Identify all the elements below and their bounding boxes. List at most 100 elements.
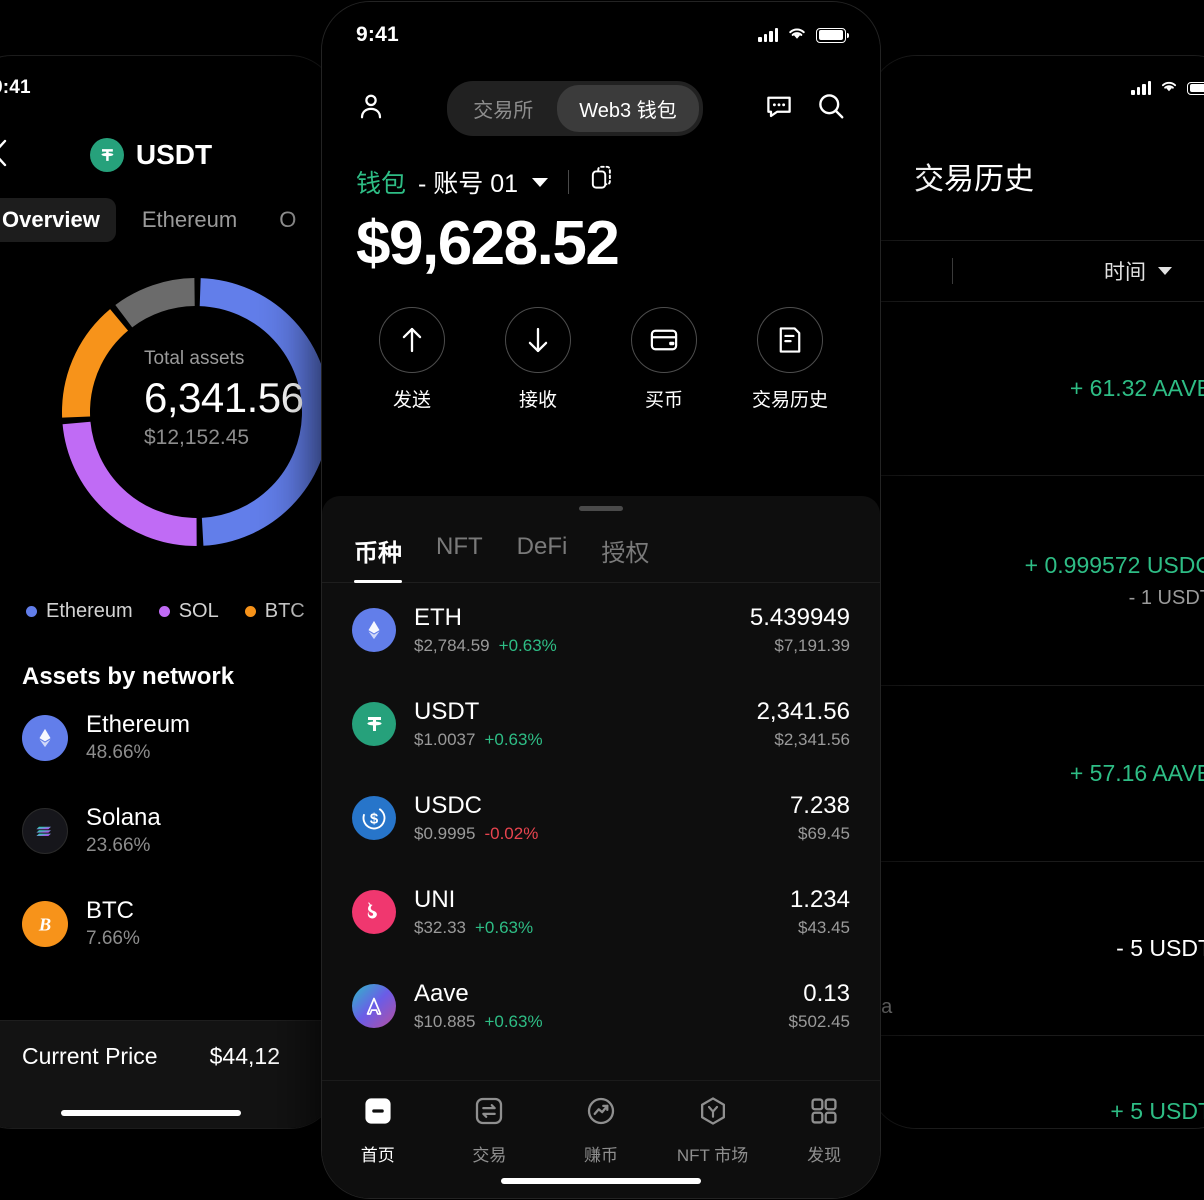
token-amount: 5.439949 — [749, 604, 850, 632]
network-row-solana[interactable]: Solana 23.66% — [22, 784, 280, 877]
token-change: +0.63% — [484, 1011, 543, 1031]
list-item[interactable]: ETH $2,784.59 +0.63% 5.439949 $7,191.39 — [352, 583, 850, 677]
token-symbol: ETH — [414, 604, 462, 632]
donut-segment-ethereum — [61, 278, 330, 546]
status-time: 9:41 — [0, 77, 31, 98]
network-text: BTC 7.66% — [86, 897, 140, 950]
signal-icon — [758, 28, 778, 42]
current-price-bar: Current Price $44,12 — [0, 1020, 336, 1128]
phone-right: 交易历史 时间 + 61.32 AAVE + 0.999572 USDC - 1… — [870, 56, 1204, 1128]
token-change: -0.02% — [484, 823, 539, 843]
network-text: Ethereum 48.66% — [86, 711, 190, 764]
nav-item-discover[interactable]: 发现 — [768, 1095, 880, 1166]
battery-icon — [816, 27, 849, 43]
network-name: BTC — [86, 897, 134, 924]
token-change: +0.63% — [484, 729, 543, 749]
chat-bubble-icon[interactable] — [764, 91, 794, 126]
network-row-btc[interactable]: B BTC 7.66% — [22, 877, 280, 970]
list-item[interactable]: Aave $10.885 +0.63% 0.13 $502.45 — [352, 959, 850, 1053]
wifi-icon — [1159, 77, 1179, 99]
token-info: USDC $0.9995 -0.02% — [414, 792, 790, 844]
tab-other[interactable]: O — [279, 207, 297, 232]
legend-dot-icon — [26, 606, 37, 617]
legend-label: SOL — [178, 600, 219, 622]
battery-icon — [1187, 81, 1204, 95]
home-indicator — [61, 1110, 241, 1116]
nav-item-nft-market[interactable]: NFT 市场 — [657, 1095, 769, 1166]
back-chevron-left-icon[interactable] — [0, 137, 10, 174]
chevron-down-icon[interactable] — [532, 177, 549, 187]
token-amount: 7.238 — [789, 792, 850, 820]
filter-divider — [952, 258, 953, 284]
tab-defi[interactable]: DeFi — [516, 533, 568, 560]
solana-icon — [22, 807, 68, 854]
left-tab-bar: Overview Ethereum O — [0, 190, 336, 242]
assets-by-network-heading: Assets by network — [22, 663, 235, 690]
swap-icon — [473, 1095, 505, 1132]
search-icon[interactable] — [816, 91, 846, 126]
network-list: Ethereum 48.66% Solana — [0, 691, 336, 970]
token-amount: 0.13 — [803, 980, 850, 1008]
tab-nft[interactable]: NFT — [436, 533, 483, 560]
wallet-selector[interactable]: 钱包 - 账号 01 — [356, 164, 846, 200]
action-receive[interactable]: 接收 — [492, 307, 584, 412]
table-row[interactable]: + 0.999572 USDC - 1 USDT — [870, 476, 1204, 686]
token-price: $10.885 — [414, 1011, 476, 1031]
wallet-account: - 账号 01 — [418, 170, 519, 198]
action-send[interactable]: 发送 — [366, 307, 458, 412]
nav-item-home[interactable]: 首页 — [322, 1095, 434, 1166]
list-item[interactable]: $ USDC $0.9995 -0.02% 7.238 $69.45 — [352, 771, 850, 865]
tab-overview[interactable]: Overview — [0, 198, 116, 242]
status-indicators — [758, 23, 849, 47]
table-row[interactable]: + 5 USDT ba86 — [870, 1036, 1204, 1128]
svg-text:B: B — [38, 914, 51, 934]
nav-label: 赚币 — [583, 1146, 618, 1165]
table-row[interactable]: - 5 USDT 0a — [870, 862, 1204, 1036]
home-indicator — [501, 1178, 701, 1184]
svg-text:$: $ — [370, 811, 379, 828]
tether-icon — [352, 702, 396, 746]
status-indicators — [1131, 77, 1204, 99]
nav-label: 首页 — [360, 1146, 395, 1165]
nav-item-earn[interactable]: 赚币 — [545, 1095, 657, 1166]
segment-exchange[interactable]: 交易所 — [473, 99, 534, 122]
token-value: $7,191.39 — [774, 635, 850, 655]
filter-time[interactable]: 时间 — [1104, 256, 1172, 286]
network-row-ethereum[interactable]: Ethereum 48.66% — [22, 691, 280, 784]
action-buy[interactable]: 买币 — [618, 307, 710, 412]
list-item[interactable]: USDT $1.0037 +0.63% 2,341.56 $2,341.56 — [352, 677, 850, 771]
token-value: $43.45 — [798, 917, 850, 937]
tab-ethereum[interactable]: Ethereum — [141, 207, 238, 232]
network-percent: 23.66% — [86, 835, 151, 856]
token-list: ETH $2,784.59 +0.63% 5.439949 $7,191.39 — [322, 583, 880, 1053]
nav-item-trade[interactable]: 交易 — [434, 1095, 546, 1166]
donut-segment-btc — [61, 278, 330, 546]
network-percent: 48.66% — [86, 742, 151, 763]
segment-web3-wallet[interactable]: Web3 钱包 — [557, 84, 699, 132]
table-row[interactable]: + 61.32 AAVE — [870, 302, 1204, 476]
token-value: $69.45 — [798, 823, 850, 843]
history-filter-bar: 时间 — [870, 240, 1204, 302]
network-name: Ethereum — [86, 711, 191, 738]
center-status-bar: 9:41 — [322, 2, 880, 68]
sheet-tab-bar: 币种 NFT DeFi 授权 — [322, 511, 880, 583]
left-screen: 9:41 USDT Overview Ethereum O — [0, 56, 336, 1128]
table-row[interactable]: + 57.16 AAVE — [870, 686, 1204, 862]
action-label: 买币 — [644, 390, 683, 411]
person-icon[interactable] — [356, 91, 386, 126]
token-value: $502.45 — [788, 1011, 850, 1031]
tab-approvals[interactable]: 授权 — [601, 540, 650, 567]
action-history[interactable]: 交易历史 — [744, 307, 836, 412]
network-text: Solana 23.66% — [86, 804, 161, 857]
token-price: $32.33 — [414, 917, 466, 937]
list-item[interactable]: UNI $32.33 +0.63% 1.234 $43.45 — [352, 865, 850, 959]
token-info: ETH $2,784.59 +0.63% — [414, 604, 750, 656]
tab-coins[interactable]: 币种 — [354, 533, 402, 583]
sheet-grabber[interactable] — [579, 506, 623, 511]
right-screen: 交易历史 时间 + 61.32 AAVE + 0.999572 USDC - 1… — [870, 56, 1204, 1128]
token-holdings: 0.13 $502.45 — [789, 980, 850, 1032]
token-change: +0.63% — [498, 635, 557, 655]
copy-icon[interactable] — [589, 165, 615, 200]
tether-icon — [89, 138, 124, 172]
